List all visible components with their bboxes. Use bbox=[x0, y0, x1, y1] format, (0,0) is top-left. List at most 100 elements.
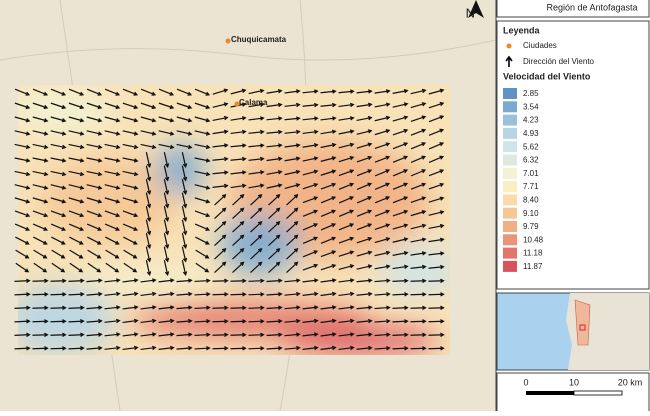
wind-arrow bbox=[374, 102, 391, 108]
wind-arrow bbox=[410, 278, 427, 284]
wind-arrow bbox=[163, 192, 170, 209]
wind-arrow bbox=[50, 197, 67, 204]
wind-arrow bbox=[158, 278, 175, 283]
wind-arrow bbox=[356, 318, 373, 324]
legend-swatch bbox=[503, 194, 517, 206]
wind-arrow bbox=[123, 236, 138, 245]
wind-arrow bbox=[104, 102, 121, 110]
wind-arrow bbox=[266, 345, 283, 351]
wind-arrow bbox=[338, 102, 355, 108]
wind-arrow bbox=[284, 291, 301, 297]
wind-arrow bbox=[410, 251, 427, 256]
wind-arrow bbox=[410, 128, 427, 136]
wind-arrow bbox=[14, 130, 31, 136]
wind-arrow bbox=[181, 152, 188, 169]
wind-arrow bbox=[214, 261, 227, 274]
legend-class-label: 6.32 bbox=[523, 156, 539, 165]
wind-arrow bbox=[158, 102, 175, 110]
legend-swatch bbox=[503, 221, 517, 232]
wind-arrow bbox=[68, 210, 85, 218]
wind-arrow bbox=[232, 234, 245, 247]
wind-arrow bbox=[428, 88, 445, 95]
wind-arrow bbox=[86, 157, 103, 163]
wind-arrow bbox=[140, 102, 157, 110]
wind-arrow bbox=[374, 250, 391, 257]
wind-arrow bbox=[410, 237, 427, 243]
wind-arrow bbox=[374, 345, 391, 351]
wind-arrow bbox=[32, 305, 49, 311]
wind-arrow bbox=[14, 210, 31, 218]
wind-arrow bbox=[302, 278, 319, 283]
wind-arrow bbox=[195, 249, 210, 259]
wind-arrow bbox=[145, 219, 152, 236]
wind-arrow bbox=[122, 210, 139, 218]
wind-arrow bbox=[338, 182, 355, 190]
wind-arrow bbox=[266, 102, 283, 108]
wind-arrow bbox=[86, 210, 103, 218]
wind-arrow bbox=[302, 291, 319, 297]
wind-arrow bbox=[50, 130, 67, 136]
wind-arrow bbox=[87, 249, 102, 259]
wind-arrow bbox=[181, 192, 188, 209]
wind-arrow bbox=[50, 223, 67, 231]
wind-arrow bbox=[284, 305, 301, 310]
wind-arrow bbox=[392, 237, 409, 243]
wind-arrow bbox=[250, 248, 263, 260]
wind-arrow bbox=[284, 345, 301, 351]
legend-swatch bbox=[503, 167, 517, 179]
wind-arrow bbox=[163, 233, 170, 250]
wind-arrow bbox=[392, 182, 409, 190]
wind-arrow bbox=[140, 278, 157, 283]
wind-arrow bbox=[268, 261, 281, 274]
legend-class-label: 3.54 bbox=[523, 102, 539, 111]
wind-arrow bbox=[266, 156, 283, 162]
wind-arrow bbox=[268, 221, 281, 233]
wind-arrow bbox=[86, 116, 103, 123]
wind-arrow bbox=[428, 237, 445, 243]
wind-arrow bbox=[122, 291, 139, 297]
wind-arrow bbox=[104, 291, 121, 297]
legend-swatch bbox=[503, 88, 517, 99]
wind-arrow bbox=[284, 116, 301, 121]
legend-swatch bbox=[503, 181, 517, 193]
wind-arrow bbox=[104, 130, 121, 136]
wind-arrow bbox=[104, 318, 121, 324]
wind-arrow bbox=[212, 156, 229, 162]
wind-arrow bbox=[14, 184, 31, 190]
wind-arrow bbox=[266, 305, 283, 310]
wind-arrow bbox=[176, 143, 193, 150]
wind-arrow bbox=[356, 264, 373, 270]
wind-arrow bbox=[158, 332, 175, 337]
wind-arrow bbox=[410, 223, 427, 230]
wind-arrow bbox=[104, 170, 121, 177]
wind-arrow bbox=[32, 130, 49, 136]
wind-arrow bbox=[302, 116, 319, 121]
wind-arrow bbox=[338, 89, 355, 94]
wind-arrow bbox=[284, 129, 301, 135]
wind-arrow bbox=[248, 332, 265, 338]
wind-arrow bbox=[50, 319, 67, 324]
wind-arrow bbox=[392, 223, 409, 230]
wind-arrow bbox=[356, 332, 373, 337]
wind-arrow bbox=[356, 278, 373, 283]
wind-arrow bbox=[356, 182, 373, 190]
wind-arrow bbox=[163, 260, 170, 277]
wind-arrow bbox=[250, 194, 263, 206]
wind-arrow bbox=[338, 278, 355, 283]
wind-arrow bbox=[248, 319, 265, 324]
wind-arrow bbox=[32, 88, 49, 96]
wind-arrow bbox=[140, 143, 157, 150]
wind-arrow bbox=[428, 346, 445, 351]
wind-arrow bbox=[86, 143, 103, 150]
wind-arrow bbox=[194, 292, 211, 297]
wind-arrow bbox=[194, 88, 211, 96]
legend-swatch bbox=[503, 247, 517, 259]
wind-arrow bbox=[356, 291, 373, 297]
wind-arrow bbox=[302, 156, 319, 162]
wind-arrow bbox=[356, 142, 373, 149]
wind-arrow bbox=[122, 88, 139, 96]
scale-label: 10 bbox=[569, 377, 579, 387]
wind-arrow bbox=[212, 102, 229, 108]
wind-arrow bbox=[374, 142, 391, 150]
